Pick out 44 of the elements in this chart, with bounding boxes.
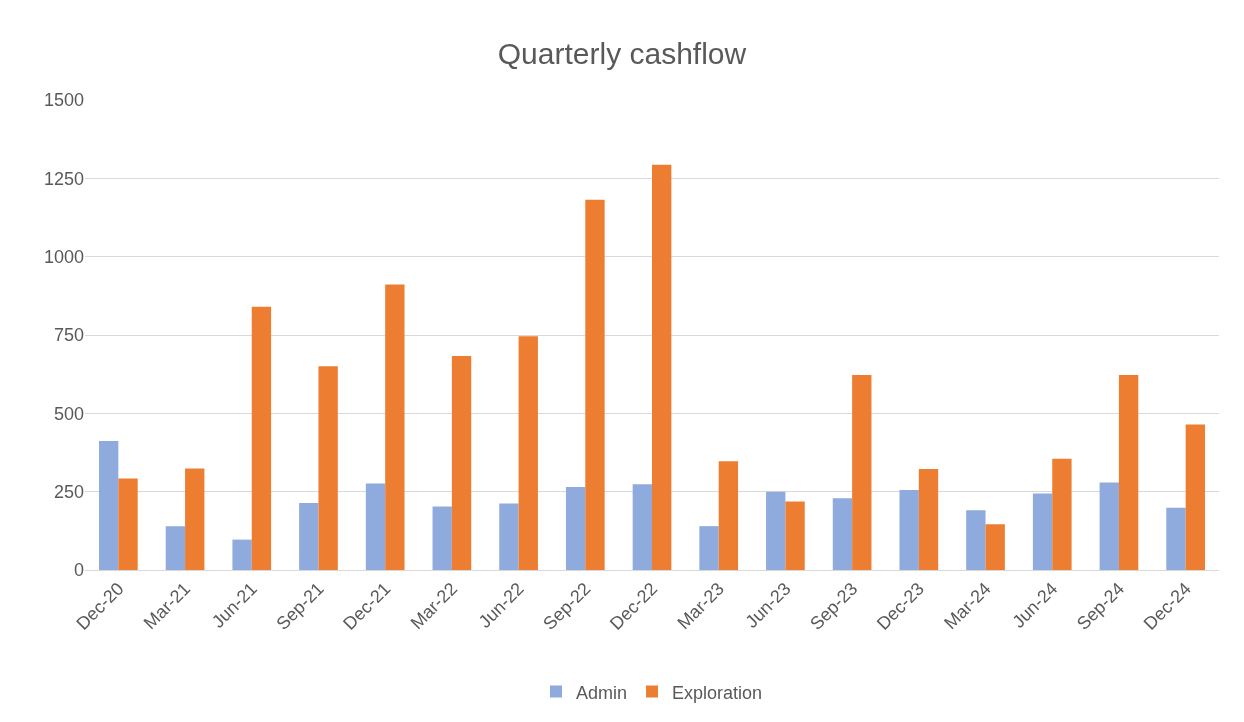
bar — [251, 306, 272, 570]
y-tick-label: 750 — [53, 325, 84, 346]
bar — [99, 440, 119, 570]
bar — [766, 491, 786, 570]
bar — [318, 366, 338, 570]
legend-label: Admin — [576, 682, 628, 703]
y-tick-label: 1500 — [43, 90, 84, 111]
bar — [852, 375, 872, 570]
y-tick-label: 1250 — [43, 168, 84, 189]
bar — [451, 355, 472, 570]
bar — [299, 502, 319, 570]
bar — [232, 539, 252, 570]
bar — [1166, 507, 1186, 570]
bar — [185, 468, 205, 570]
chart-title: Quarterly cashflow — [497, 37, 747, 71]
bar — [985, 524, 1005, 570]
bar — [585, 199, 605, 570]
bar — [165, 526, 186, 570]
bar — [499, 503, 519, 570]
legend-label: Exploration — [672, 682, 763, 703]
bar — [652, 164, 672, 570]
y-tick-label: 500 — [53, 403, 84, 424]
bar — [118, 478, 138, 570]
bar — [832, 498, 853, 570]
bar — [518, 336, 538, 570]
bar — [899, 490, 919, 570]
bar — [1032, 493, 1053, 570]
bar — [785, 501, 805, 570]
bar — [1118, 375, 1139, 570]
bar — [632, 484, 652, 570]
y-tick-label: 250 — [53, 481, 84, 502]
y-tick-label: 0 — [73, 560, 84, 581]
bar — [966, 510, 986, 570]
bar — [699, 526, 719, 570]
bar — [1185, 424, 1205, 570]
bar — [565, 486, 586, 570]
bar — [1052, 458, 1072, 570]
bar — [918, 469, 939, 570]
bar — [385, 284, 405, 570]
bar — [718, 461, 739, 570]
bar — [1099, 482, 1119, 570]
bar — [365, 483, 386, 570]
y-tick-label: 1000 — [43, 246, 84, 267]
bar — [432, 506, 452, 570]
